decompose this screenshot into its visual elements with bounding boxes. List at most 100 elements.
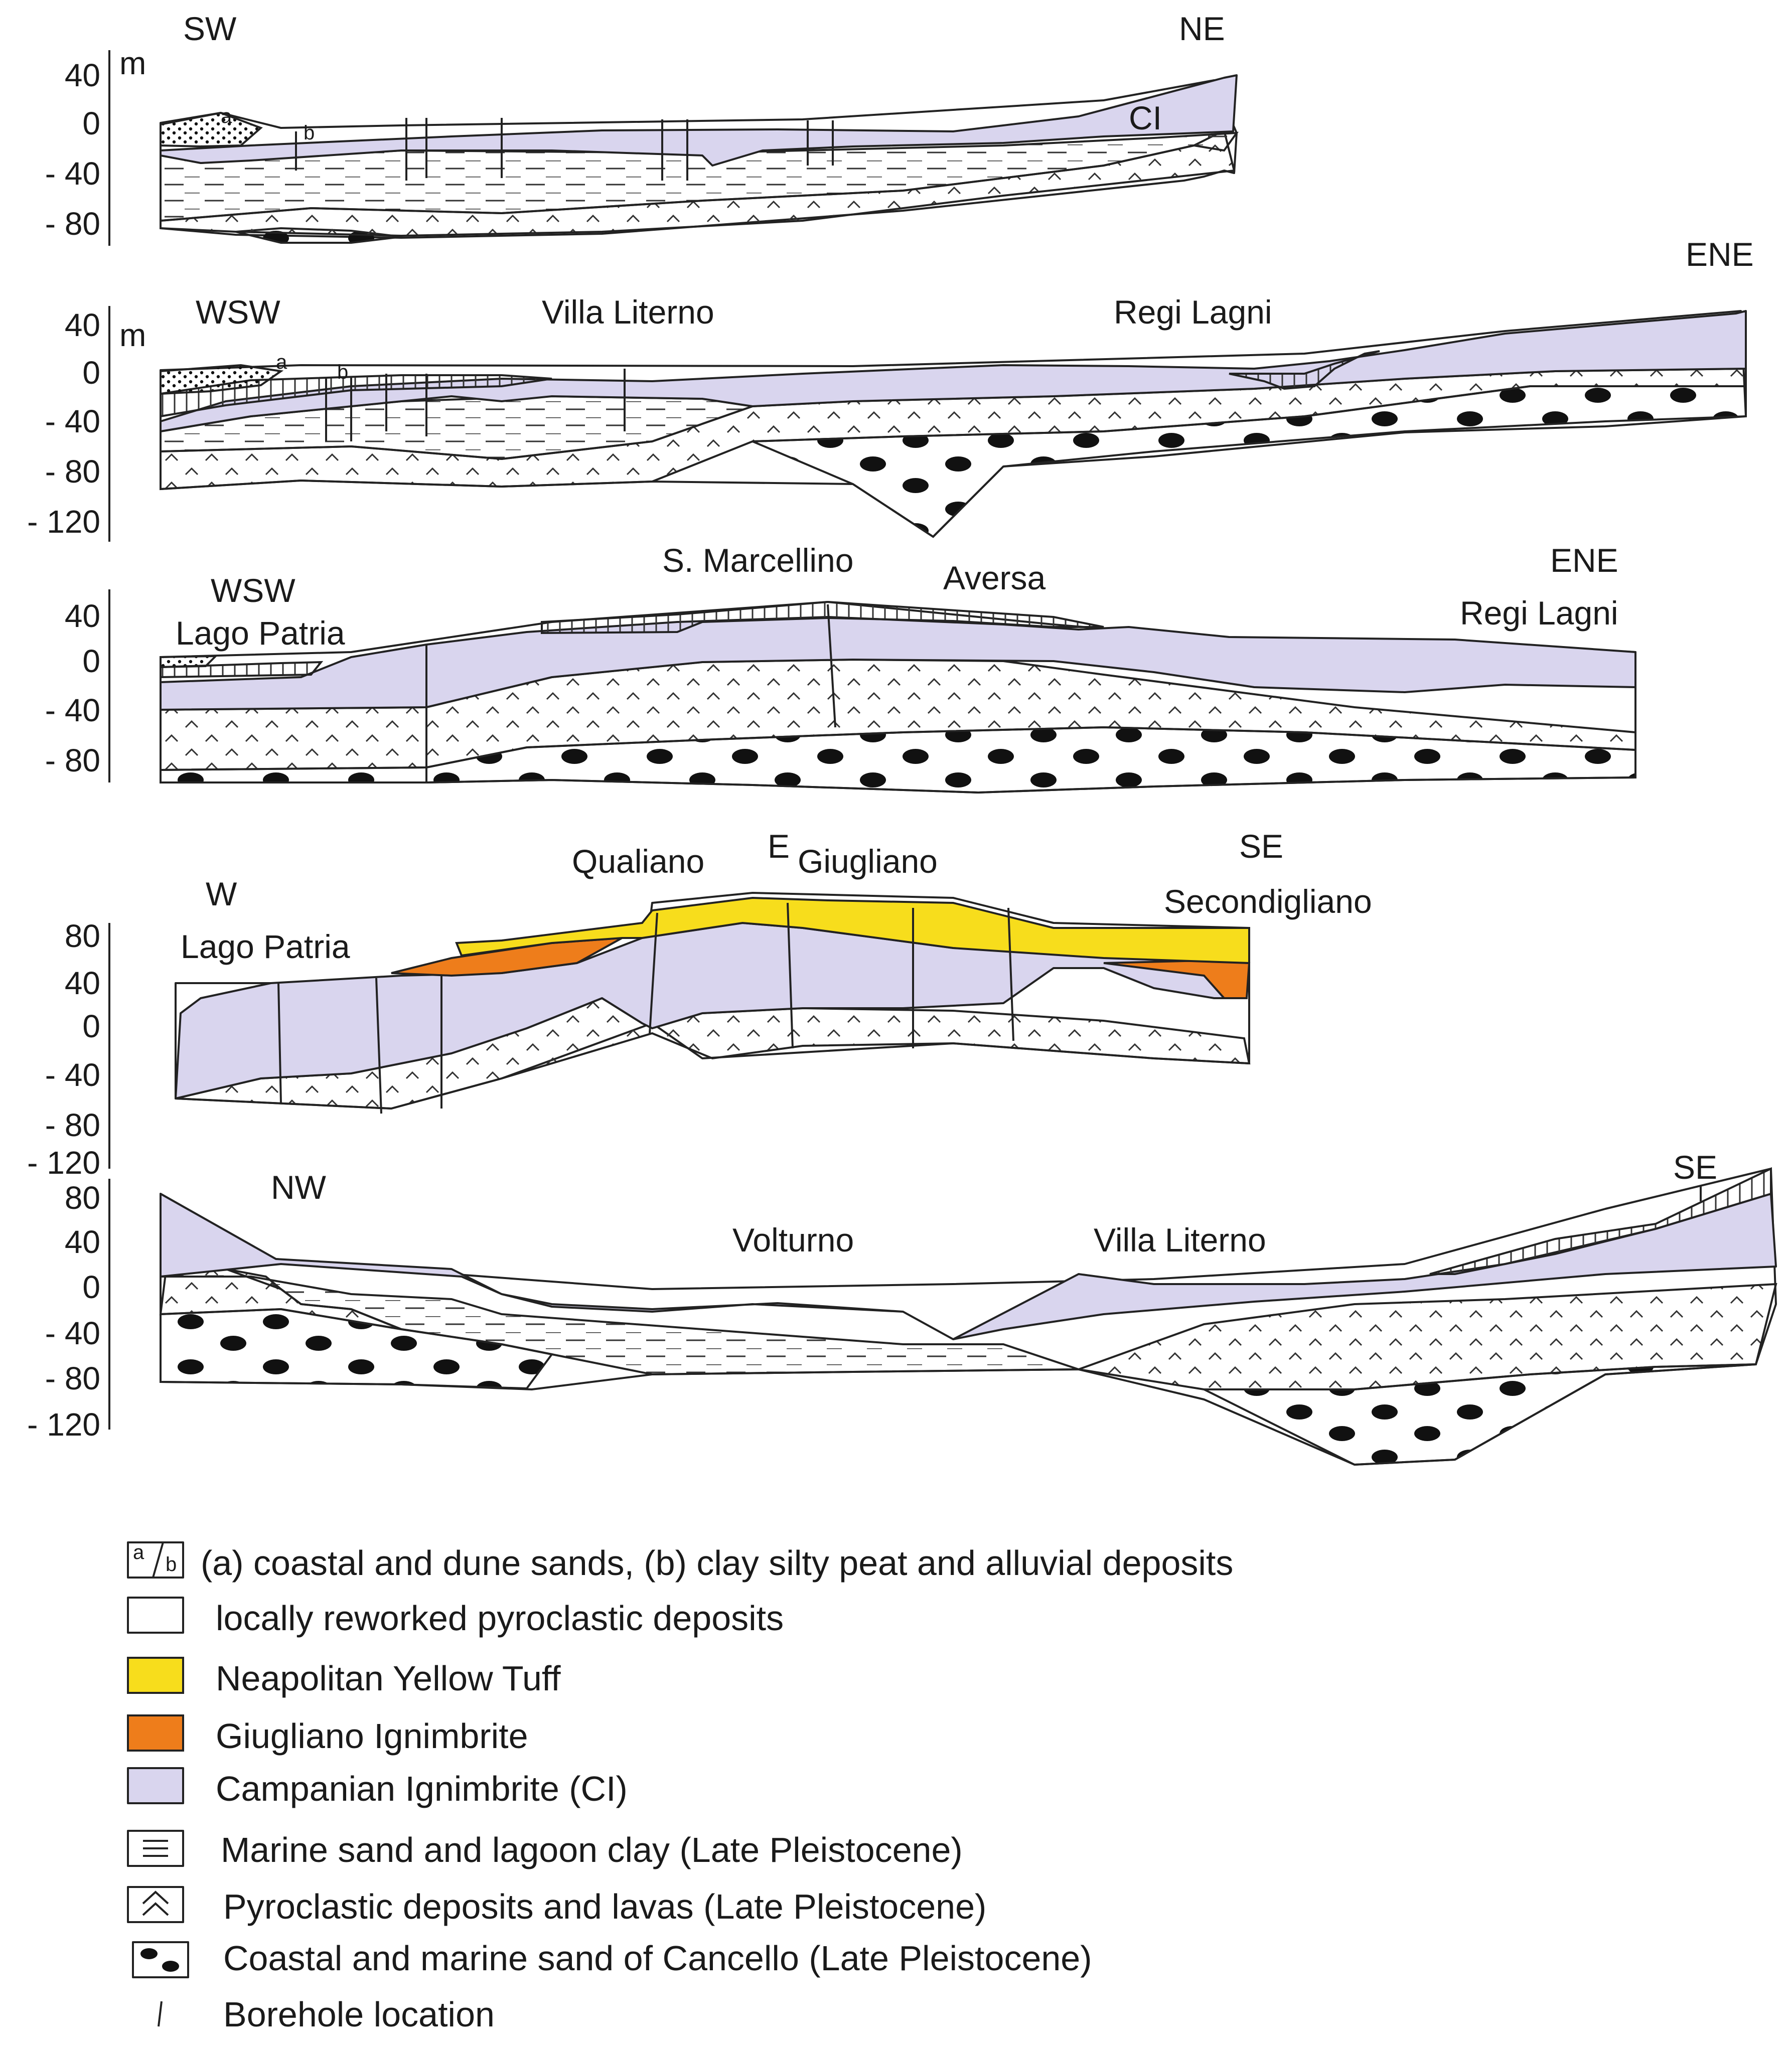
section-5-tick: 0 xyxy=(82,1269,100,1305)
section-2-tick: 40 xyxy=(65,307,100,343)
legend-symbol-borehole xyxy=(158,2001,163,2027)
section-4-place-right: Secondigliano xyxy=(1164,883,1372,920)
section-5: 80 40 0 - 40 - 80 - 120 NW Volturno Vill… xyxy=(27,1149,1777,1466)
section-1-boreholes xyxy=(295,118,834,181)
section-3-tick: - 40 xyxy=(45,692,100,728)
section-1-dir-left: SW xyxy=(183,10,237,47)
borehole xyxy=(277,983,282,1104)
section-3-place-left: Lago Patria xyxy=(176,614,345,652)
section-5-marine-clay xyxy=(160,1268,1079,1376)
borehole xyxy=(649,912,658,1034)
section-3-place-1: S. Marcellino xyxy=(662,542,853,579)
legend-symbol-yellow xyxy=(127,1657,184,1694)
section-2-dir-left: WSW xyxy=(196,293,280,331)
legend-item-marine: Marine sand and lagoon clay (Late Pleist… xyxy=(127,1830,963,1869)
section-1-campanian-ignimbrite xyxy=(160,74,1238,167)
legend-item-giugliano: Giugliano Ignimbrite xyxy=(127,1714,528,1756)
section-5-tick: - 120 xyxy=(27,1406,100,1443)
legend-item-ab: a b (a) coastal and dune sands, (b) clay… xyxy=(127,1541,1233,1583)
section-5-tick: 80 xyxy=(65,1180,100,1216)
section-3: 40 0 - 40 - 80 WSW Lago Patria S. Marcel… xyxy=(45,542,1636,794)
section-5-axis: 80 40 0 - 40 - 80 - 120 xyxy=(27,1179,110,1443)
section-1-ci-label: CI xyxy=(1129,99,1162,136)
legend-label: Pyroclastic deposits and lavas (Late Ple… xyxy=(223,1887,986,1926)
section-3-tick: - 80 xyxy=(45,742,100,778)
section-4-tick: 80 xyxy=(65,918,100,954)
legend-item-borehole: Borehole location xyxy=(158,1995,495,2034)
section-1-tick: 0 xyxy=(82,105,100,141)
section-5-pyroclastic-east xyxy=(1078,1283,1777,1390)
section-2-dir-right: ENE xyxy=(1686,236,1754,273)
section-4-tick: - 40 xyxy=(45,1057,100,1093)
section-3-boreholes xyxy=(425,604,836,782)
section-4-tick: 0 xyxy=(82,1008,100,1044)
section-3-axis: 40 0 - 40 - 80 xyxy=(45,589,110,782)
section-1-label-b: b xyxy=(304,122,315,144)
legend-label: Neapolitan Yellow Tuff xyxy=(216,1659,561,1698)
section-2-place-1: Villa Literno xyxy=(542,293,714,331)
borehole xyxy=(1007,907,1014,1041)
section-1-label-a: a xyxy=(221,105,232,127)
section-4-dir-left: W xyxy=(206,875,237,912)
section-2-label-b: b xyxy=(337,361,348,383)
section-5-place-2: Villa Literno xyxy=(1094,1221,1266,1259)
section-5-tick: - 40 xyxy=(45,1315,100,1351)
section-5-dir-left: NW xyxy=(271,1169,327,1206)
section-3-dir-right: ENE xyxy=(1550,542,1618,579)
legend-label: Giugliano Ignimbrite xyxy=(216,1716,528,1756)
section-2-label-a: a xyxy=(276,351,287,373)
section-3-place-2: Aversa xyxy=(943,559,1046,596)
section-4-tick: - 80 xyxy=(45,1107,100,1143)
legend-item-cancello: Coastal and marine sand of Cancello (Lat… xyxy=(132,1939,1092,1978)
legend-label: (a) coastal and dune sands, (b) clay sil… xyxy=(201,1543,1233,1583)
legend-symbol-a: a xyxy=(133,1541,144,1563)
section-5-tick: - 80 xyxy=(45,1360,100,1396)
section-3-dir-left: WSW xyxy=(211,572,295,609)
section-2-peat-east xyxy=(1229,350,1380,390)
legend-item-pyroclastic: Pyroclastic deposits and lavas (Late Ple… xyxy=(127,1886,986,1926)
section-4-place-1: Qualiano xyxy=(572,843,704,880)
section-1-dir-right: NE xyxy=(1179,10,1225,47)
section-4-place-left: Lago Patria xyxy=(181,928,350,965)
legend-label: Campanian Ignimbrite (CI) xyxy=(216,1769,628,1808)
legend-label: Marine sand and lagoon clay (Late Pleist… xyxy=(221,1830,963,1869)
legend-symbol-b: b xyxy=(166,1553,177,1576)
section-2-boreholes xyxy=(325,369,626,441)
section-5-dir-right: SE xyxy=(1673,1149,1717,1186)
section-4-neapolitan-yellow-tuff xyxy=(455,896,1250,965)
section-3-campanian-ignimbrite xyxy=(160,616,1636,711)
section-4-place-2: Giugliano xyxy=(798,843,938,880)
section-2: 40 0 - 40 - 80 - 120 m a b WSW Villa Lit… xyxy=(27,236,1754,542)
legend-symbol-orange xyxy=(127,1714,184,1752)
legend-label: Borehole location xyxy=(223,1995,495,2034)
section-4-boreholes xyxy=(277,902,1014,1114)
section-4-tick: - 120 xyxy=(27,1145,100,1181)
section-2-place-2: Regi Lagni xyxy=(1114,293,1272,331)
section-5-peat xyxy=(1429,1167,1772,1275)
section-2-tick: - 80 xyxy=(45,453,100,490)
borehole xyxy=(375,978,382,1114)
legend: a b (a) coastal and dune sands, (b) clay… xyxy=(127,1541,1233,2034)
section-3-tick: 0 xyxy=(82,643,100,679)
section-2-campanian-ignimbrite xyxy=(160,310,1747,432)
section-2-dune-sand xyxy=(160,364,284,395)
legend-item-reworked: locally reworked pyroclastic deposits xyxy=(127,1597,784,1638)
section-1-marine-clay xyxy=(160,131,1239,222)
section-3-tick: 40 xyxy=(65,598,100,634)
section-1-tick: 40 xyxy=(65,57,100,93)
section-2-tick: - 40 xyxy=(45,403,100,439)
section-4-dir-right: SE xyxy=(1239,828,1283,865)
section-3-peat xyxy=(541,600,1104,635)
section-3-place-right: Regi Lagni xyxy=(1460,594,1618,632)
section-1-unit: m xyxy=(119,45,146,81)
section-1-tick: - 80 xyxy=(45,206,100,242)
legend-symbol-white xyxy=(127,1597,184,1634)
section-5-tick: 40 xyxy=(65,1224,100,1260)
legend-item-nyt: Neapolitan Yellow Tuff xyxy=(127,1657,561,1698)
section-2-tick: - 120 xyxy=(27,504,100,540)
section-1-axis: 40 0 - 40 - 80 m xyxy=(45,45,146,246)
legend-label: Coastal and marine sand of Cancello (Lat… xyxy=(223,1939,1092,1978)
section-1-tick: - 40 xyxy=(45,155,100,192)
section-4-axis: 80 40 0 - 40 - 80 - 120 xyxy=(27,918,110,1181)
